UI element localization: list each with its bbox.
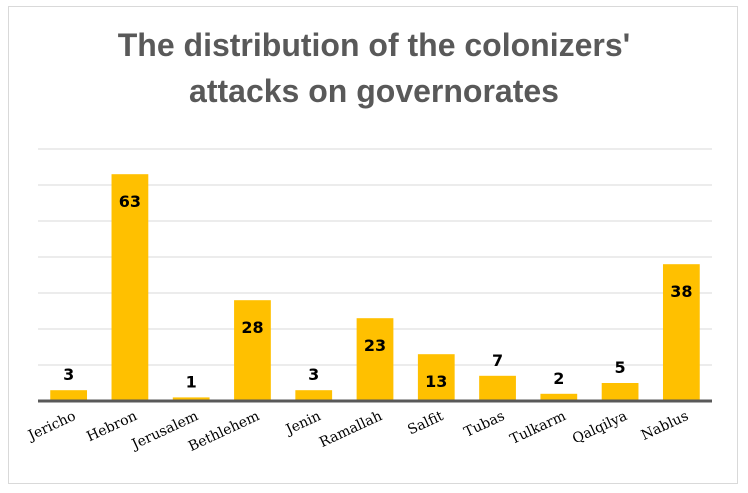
chart-title: The distribution of the colonizers' atta… — [0, 22, 748, 114]
data-label: 23 — [364, 336, 386, 355]
category-label: Ramallah — [317, 408, 385, 451]
data-label: 2 — [553, 369, 564, 388]
bar — [540, 393, 578, 401]
bar — [356, 318, 394, 401]
category-label: Qalqilya — [570, 408, 630, 447]
category-label: Salfit — [405, 408, 446, 438]
data-label: 28 — [241, 318, 263, 337]
bar — [172, 397, 210, 401]
data-label: 3 — [308, 365, 319, 384]
bar — [111, 174, 149, 401]
bar — [295, 390, 333, 401]
chart-title-line-1: The distribution of the colonizers' — [117, 27, 631, 63]
data-label: 38 — [670, 282, 692, 301]
bar — [234, 300, 271, 401]
bar — [50, 390, 88, 401]
category-label: Tubas — [462, 408, 508, 441]
bar — [479, 375, 516, 401]
bar — [417, 354, 455, 401]
chart-title-line-2: attacks on governorates — [189, 73, 559, 109]
data-label: 13 — [425, 372, 447, 391]
category-label: Bethlehem — [186, 408, 262, 455]
data-label: 63 — [119, 192, 141, 211]
category-label: Jenin — [282, 408, 324, 439]
category-label: Nablus — [639, 408, 691, 444]
data-label: 3 — [63, 365, 74, 384]
category-label: Tulkarm — [508, 408, 569, 448]
data-label: 5 — [615, 358, 626, 377]
category-label: Jericho — [24, 408, 78, 445]
bar — [662, 264, 700, 401]
data-label: 1 — [186, 372, 197, 391]
bar — [601, 383, 639, 401]
data-label: 7 — [492, 351, 503, 370]
